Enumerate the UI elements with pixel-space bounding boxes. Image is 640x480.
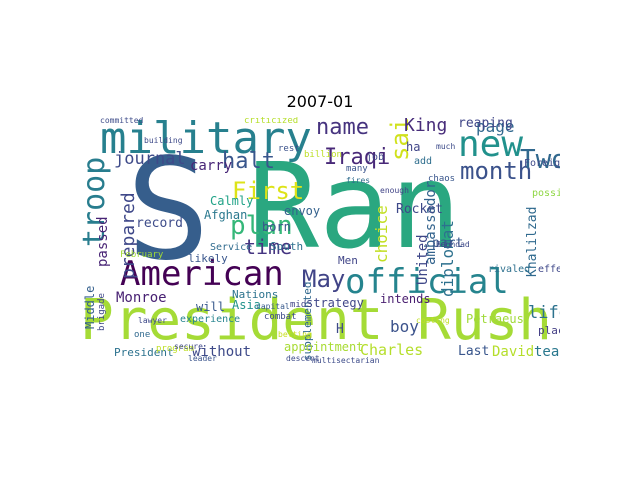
word-cloud: Ran S President Rush military American o…: [80, 117, 560, 363]
word-carry: carry: [190, 158, 233, 174]
word-fires: fires: [346, 176, 371, 185]
word-passed: passed: [95, 216, 111, 267]
word-intends: intends: [380, 292, 431, 306]
word-mid: mid: [290, 300, 307, 310]
word-much: much: [436, 142, 456, 151]
word-men: Men: [338, 254, 358, 267]
word-david: David: [492, 344, 535, 360]
word-secure: secure: [174, 342, 203, 351]
word-add: add: [414, 156, 433, 167]
word-billion: billion: [304, 150, 342, 160]
word-choice: choice: [372, 205, 391, 263]
word-may: May: [302, 265, 346, 293]
word-life: life: [528, 303, 560, 323]
word-effect: effect: [538, 264, 560, 275]
word-plan: plan: [230, 211, 293, 241]
word-monroe: Monroe: [116, 290, 167, 306]
word-costing: costing: [416, 316, 450, 325]
word-king: King: [404, 117, 448, 136]
word-new: new: [458, 124, 524, 165]
word-many: many: [346, 164, 368, 174]
word-american: American: [120, 254, 284, 294]
word-president-rush: President Rush: [80, 288, 553, 353]
word-without: without: [192, 344, 252, 360]
word-s: S: [126, 129, 211, 292]
word-journal: journal: [114, 149, 186, 169]
word-h: H: [336, 322, 344, 337]
word-first: First: [232, 177, 305, 205]
word-petraeus: Petraeus: [466, 312, 524, 326]
word-charles: Charles: [360, 341, 424, 359]
word-program: program: [156, 344, 194, 354]
word-south: South: [270, 240, 304, 253]
word-committed: committed: [100, 117, 144, 125]
word-record: record: [136, 216, 183, 231]
word-name: name: [316, 117, 369, 140]
word-experience: experience: [180, 314, 241, 325]
chart-title: 2007-01: [286, 92, 354, 111]
word-envoy: envoy: [284, 204, 321, 218]
word-place: place: [538, 324, 560, 337]
word-chaos: chaos: [428, 174, 456, 184]
word-time: time: [244, 235, 293, 259]
word-job: job: [366, 152, 385, 163]
word-multisectarian: multisectarian: [312, 356, 380, 364]
word-iraqi: Iraqi: [324, 145, 391, 170]
word-service: Service: [210, 242, 253, 253]
word-two: Two: [520, 145, 560, 175]
word-month: month: [460, 157, 533, 185]
word-building: building: [144, 136, 183, 145]
word-brigade: brigade: [97, 293, 107, 331]
word-reaping: reaping: [458, 117, 513, 131]
word-descent: descent: [286, 354, 320, 363]
word-rest: rest: [278, 144, 300, 154]
word-last: Last: [458, 344, 490, 359]
word-halt: halt: [222, 149, 275, 174]
word-prepared: prepared: [118, 192, 139, 279]
word-nations: Nations: [232, 288, 279, 301]
word-rocket: Rocket: [396, 202, 443, 217]
word-ran: Ran: [248, 137, 462, 275]
word-part: part: [432, 236, 464, 251]
word-betting: betting: [278, 330, 312, 339]
word-lawyer: lawyer: [138, 316, 167, 325]
word-middle: Middle: [83, 285, 97, 329]
word-team: team: [534, 344, 560, 360]
word-asia: Asia: [232, 298, 261, 312]
word-military: military: [100, 117, 312, 164]
word-born: born: [262, 220, 291, 234]
word-leader: leader: [188, 354, 217, 363]
word-combat: combat: [264, 312, 297, 322]
word-united: United: [415, 234, 431, 285]
word-possibly: possibly: [532, 188, 560, 199]
word-february: February: [120, 250, 164, 260]
word-afghan: Afghan: [204, 208, 248, 222]
word-baghdad: Baghdad: [436, 240, 470, 249]
word-criticized: criticized: [244, 117, 299, 126]
word-ha: ha: [406, 140, 421, 154]
word-one: one: [134, 330, 151, 340]
word-rivaled: rivaled: [488, 264, 531, 275]
word-calmly: Calmly: [210, 194, 254, 208]
word-appointment: appointment: [284, 340, 364, 354]
word-foreign: Foreign: [524, 158, 560, 169]
word-enough: enough: [380, 186, 409, 195]
word-capital: capital: [256, 302, 290, 311]
word-diplomat: diplomat: [438, 219, 457, 297]
word-strategy: strategy: [306, 296, 364, 310]
word-official: official: [345, 262, 509, 302]
word-will: will: [196, 300, 225, 314]
word-likely: likely: [188, 252, 228, 265]
word-boy: boy: [390, 317, 419, 336]
word-page: page: [476, 117, 515, 136]
word-president: President: [114, 346, 174, 359]
